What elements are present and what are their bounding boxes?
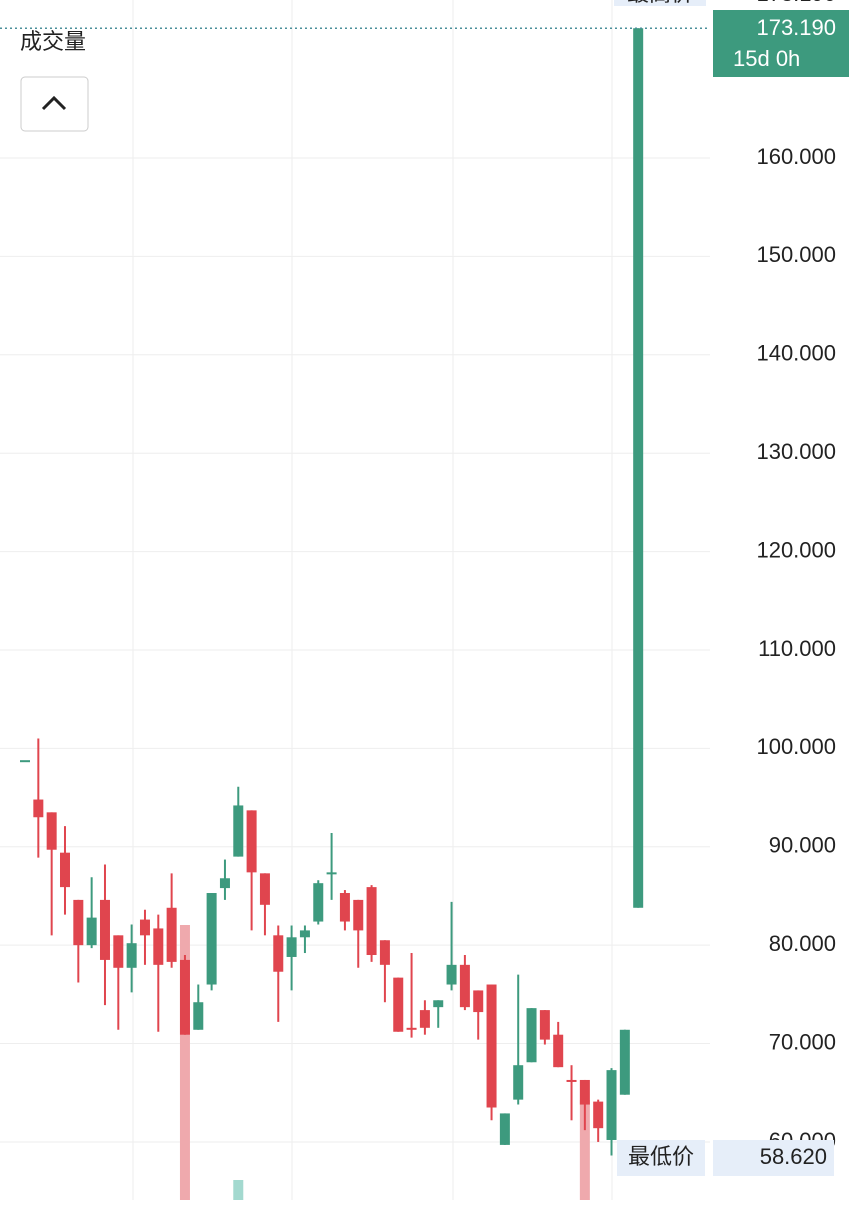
high-value-label: 173.190 xyxy=(756,0,836,6)
candle-body xyxy=(606,1070,617,1140)
candle-body xyxy=(286,937,297,957)
candle-body xyxy=(326,872,337,875)
low-value-box xyxy=(713,1140,834,1176)
candle-body xyxy=(499,1113,510,1145)
high-label-box xyxy=(614,0,706,6)
candle-body xyxy=(433,1000,444,1008)
marks xyxy=(20,28,644,1200)
candle-body xyxy=(406,1027,417,1030)
chevron-up[interactable] xyxy=(41,95,67,111)
candle-body xyxy=(59,852,70,888)
countdown-label: 15d 0h xyxy=(733,46,800,71)
candle-body xyxy=(139,919,150,936)
candle-body xyxy=(86,917,97,946)
candle-body xyxy=(46,812,57,850)
y-tick-label: 70.000 xyxy=(769,1029,836,1054)
y-tick-label: 110.000 xyxy=(758,636,836,661)
volume-title: 成交量 xyxy=(20,29,86,54)
low-label: 最低价 xyxy=(628,1144,694,1169)
candle-body xyxy=(446,964,457,985)
candle-body xyxy=(206,893,217,985)
candle-body xyxy=(179,959,190,1035)
volume-bar xyxy=(179,925,190,1200)
candle-body xyxy=(379,940,390,965)
candle-body xyxy=(126,943,137,968)
candle-body xyxy=(113,935,124,968)
volume-bar xyxy=(579,1100,590,1200)
candle-body xyxy=(233,805,244,857)
candle-body xyxy=(20,760,30,763)
y-tick-label: 140.000 xyxy=(756,341,836,366)
candle-body xyxy=(339,893,350,922)
candle-body xyxy=(619,1029,630,1095)
candle-body xyxy=(513,1065,524,1100)
low-label-box xyxy=(617,1140,705,1176)
collapse-button[interactable] xyxy=(20,76,89,132)
candle-body xyxy=(166,907,177,962)
candle-body xyxy=(366,887,377,956)
candle-body xyxy=(193,1002,204,1030)
low-value-label: 58.620 xyxy=(760,1144,827,1169)
candle-body xyxy=(153,928,164,965)
y-tick-label: 130.000 xyxy=(756,439,836,464)
candle-body xyxy=(393,977,404,1032)
candle-body xyxy=(259,873,270,905)
candle-body xyxy=(579,1079,590,1105)
candle-body xyxy=(299,930,310,938)
high-label: 最高价 xyxy=(627,0,693,6)
y-tick-label: 120.000 xyxy=(756,537,836,562)
y-tick-label: 150.000 xyxy=(756,242,836,267)
candle-body xyxy=(459,964,470,1008)
candle-body xyxy=(353,899,364,931)
grid xyxy=(0,0,710,1200)
candle-body xyxy=(219,878,230,889)
y-tick-label: 90.000 xyxy=(769,833,836,858)
candle-body xyxy=(486,984,497,1108)
candle-body xyxy=(593,1101,604,1129)
y-tick-label: 100.000 xyxy=(756,734,836,759)
y-tick-label: 160.000 xyxy=(756,144,836,169)
candle-body xyxy=(73,899,84,946)
candle-body xyxy=(566,1079,577,1082)
y-tick-label: 80.000 xyxy=(769,931,836,956)
candle-body xyxy=(99,899,110,960)
candle-body xyxy=(33,799,44,818)
last-price-label: 173.190 xyxy=(756,15,836,40)
candle-body xyxy=(246,810,257,873)
candle-body xyxy=(633,28,644,908)
candle-body xyxy=(553,1034,564,1068)
candle-body xyxy=(313,883,324,922)
overlay: 60.00070.00080.00090.000100.000110.00012… xyxy=(0,0,849,1176)
last-price-box xyxy=(713,10,849,77)
candle-body xyxy=(273,935,284,972)
button-box[interactable] xyxy=(20,76,89,132)
candle-body xyxy=(473,990,484,1013)
candle-body xyxy=(526,1008,537,1063)
candle-body xyxy=(419,1010,430,1028)
volume-bar xyxy=(233,1180,244,1200)
candle-body xyxy=(539,1010,550,1040)
